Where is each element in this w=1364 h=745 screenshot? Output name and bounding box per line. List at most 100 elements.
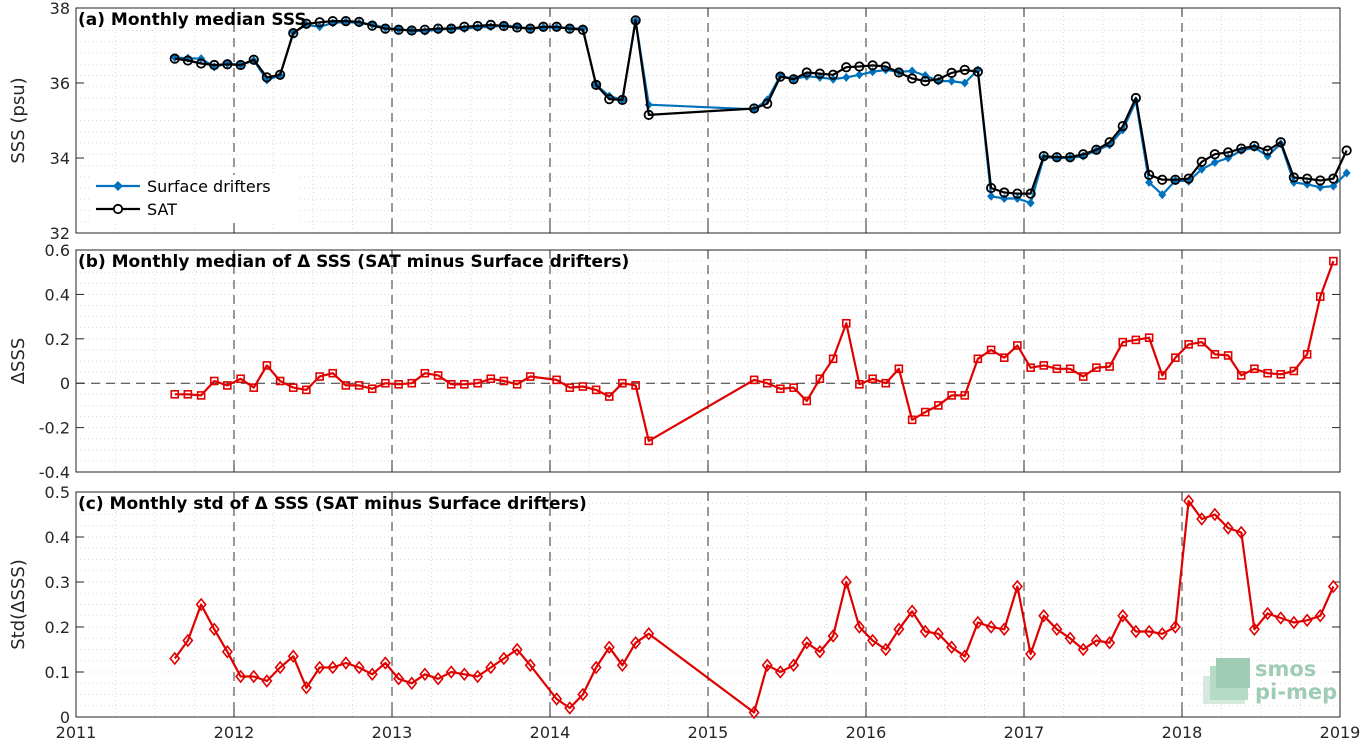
data-point <box>814 644 826 659</box>
data-point <box>1329 181 1338 191</box>
data-point <box>1052 364 1062 374</box>
data-point <box>1013 341 1022 350</box>
data-point <box>195 597 207 612</box>
data-point <box>393 671 405 686</box>
data-point <box>789 383 798 392</box>
data-point <box>499 376 509 386</box>
data-point <box>762 378 772 388</box>
data-point <box>498 20 509 32</box>
data-point <box>1209 507 1221 522</box>
data-point <box>1288 615 1300 630</box>
data-point <box>1090 633 1102 648</box>
data-point <box>947 391 956 400</box>
y-tick-label: 0.3 <box>45 573 70 592</box>
data-point <box>828 69 839 80</box>
y-tick-label: 0.1 <box>45 663 70 682</box>
data-point <box>855 380 864 389</box>
data-point <box>1197 337 1207 347</box>
data-point <box>972 66 983 77</box>
panel-c-ylabel: Std(ΔSSS) <box>8 559 29 650</box>
data-point <box>433 23 444 34</box>
data-point <box>1104 635 1116 650</box>
data-point <box>275 376 285 386</box>
data-point <box>749 375 759 385</box>
data-point <box>511 642 523 657</box>
x-tick-label: 2012 <box>214 723 255 742</box>
data-point <box>248 54 259 65</box>
data-point <box>801 67 812 78</box>
data-point <box>353 660 365 675</box>
data-point <box>182 633 194 648</box>
x-tick-label: 2011 <box>56 723 97 742</box>
panel-a-ylabel: SSS (psu) <box>8 77 29 163</box>
data-point <box>840 575 852 589</box>
data-point <box>1302 350 1312 359</box>
data-point <box>327 660 339 675</box>
y-tick-label: 32 <box>50 224 70 243</box>
data-point <box>893 622 905 637</box>
series-line <box>174 19 1348 195</box>
data-point <box>985 620 997 634</box>
data-point <box>1222 521 1234 535</box>
x-tick-label: 2018 <box>1162 723 1203 742</box>
data-point <box>1131 335 1141 345</box>
data-point <box>1012 188 1023 199</box>
data-point <box>196 58 207 69</box>
data-point <box>525 23 536 34</box>
data-point <box>1039 361 1049 370</box>
data-point <box>854 61 865 72</box>
data-point <box>551 21 562 32</box>
data-point <box>1144 169 1155 180</box>
data-point <box>302 385 311 395</box>
data-point <box>485 19 496 30</box>
data-point <box>524 658 536 673</box>
data-point <box>1248 622 1260 637</box>
data-point <box>1235 525 1247 540</box>
series-line <box>174 260 1335 442</box>
data-point <box>577 687 589 702</box>
data-point <box>512 22 523 33</box>
data-point <box>775 71 786 82</box>
data-point <box>1038 151 1049 162</box>
legend: Surface drifters SAT <box>92 175 297 223</box>
data-point <box>275 69 286 80</box>
data-point <box>564 701 576 715</box>
data-point <box>1065 152 1076 163</box>
data-point <box>842 72 851 82</box>
series-line <box>173 499 1335 714</box>
data-point <box>578 382 588 391</box>
data-point <box>960 391 970 400</box>
data-point <box>169 53 180 64</box>
data-point <box>1289 366 1299 376</box>
data-point <box>1117 121 1128 132</box>
data-point <box>1170 174 1181 185</box>
data-point <box>1130 624 1142 639</box>
data-point <box>630 635 642 650</box>
data-point <box>1051 622 1063 637</box>
data-point <box>367 20 378 31</box>
data-point <box>644 436 654 446</box>
data-point <box>959 649 971 664</box>
data-point <box>643 626 655 641</box>
data-point <box>1236 371 1246 380</box>
data-point <box>235 59 246 71</box>
data-point <box>761 658 773 673</box>
x-tick-label: 2017 <box>1004 723 1045 742</box>
data-point <box>407 378 417 388</box>
data-point <box>552 375 561 385</box>
data-point <box>906 604 918 619</box>
data-point <box>262 361 272 370</box>
data-point <box>208 622 220 637</box>
data-point <box>933 74 944 85</box>
data-point <box>946 67 957 78</box>
data-point <box>301 18 312 29</box>
data-point <box>1065 364 1075 374</box>
data-point <box>1157 174 1168 185</box>
data-point <box>1156 626 1168 641</box>
panel-c-title: (c) Monthly std of Δ SSS (SAT minus Surf… <box>78 494 587 514</box>
data-point <box>868 374 877 384</box>
panel-b-delta-sss: -0.4 -0.2 0 0.2 0.4 0.6 (b) Monthly median of … <box>8 241 1341 482</box>
data-point <box>920 407 930 417</box>
data-point <box>169 651 181 666</box>
data-point <box>591 79 602 90</box>
